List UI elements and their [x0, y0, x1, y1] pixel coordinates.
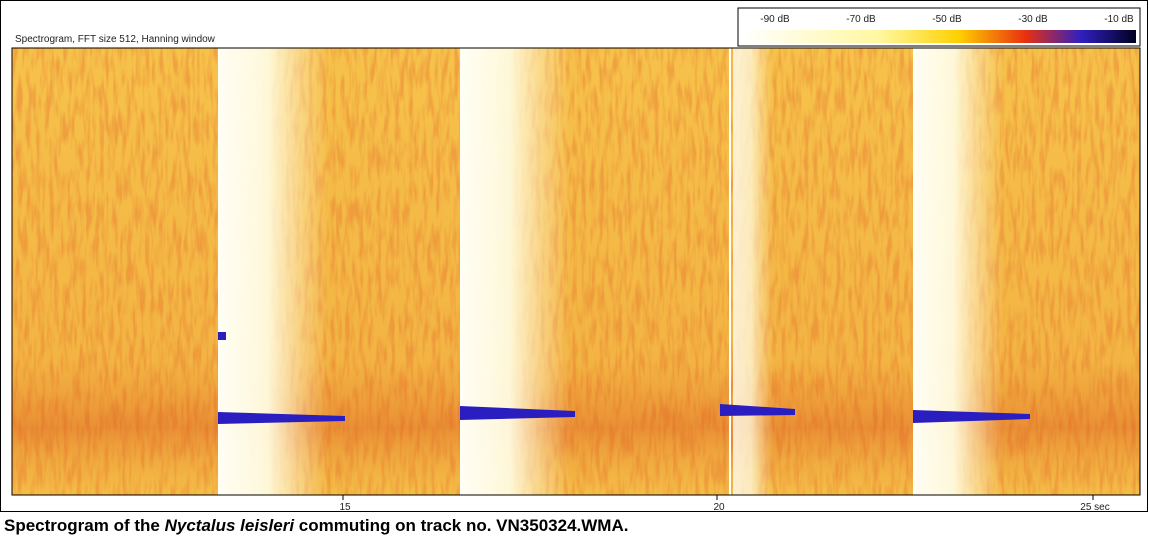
colorbar-label: -30 dB: [1018, 14, 1048, 25]
colorbar: -90 dB -70 dB -50 dB -30 dB -10 dB: [737, 7, 1141, 47]
x-tick-label: 15: [339, 502, 351, 512]
header-text: Spectrogram, FFT size 512, Hanning windo…: [15, 34, 216, 45]
spectrogram-figure: Spectrogram, FFT size 512, Hanning windo…: [0, 0, 1148, 512]
species-name: Nyctalus leisleri: [164, 516, 295, 535]
caption-text: commuting on track no. VN350324.WMA.: [294, 516, 629, 535]
caption: Spectrogram of the Nyctalus leisleri com…: [4, 516, 628, 536]
caption-text: Spectrogram of the: [4, 516, 165, 535]
colorbar-label: -90 dB: [760, 14, 790, 25]
colorbar-label: -50 dB: [932, 14, 962, 25]
x-tick-label: 20: [713, 502, 725, 512]
colorbar-label: -70 dB: [846, 14, 876, 25]
x-tick-label: 25 sec: [1080, 502, 1109, 512]
colorbar-label: -10 dB: [1104, 14, 1134, 25]
spectrogram: [11, 47, 1141, 496]
